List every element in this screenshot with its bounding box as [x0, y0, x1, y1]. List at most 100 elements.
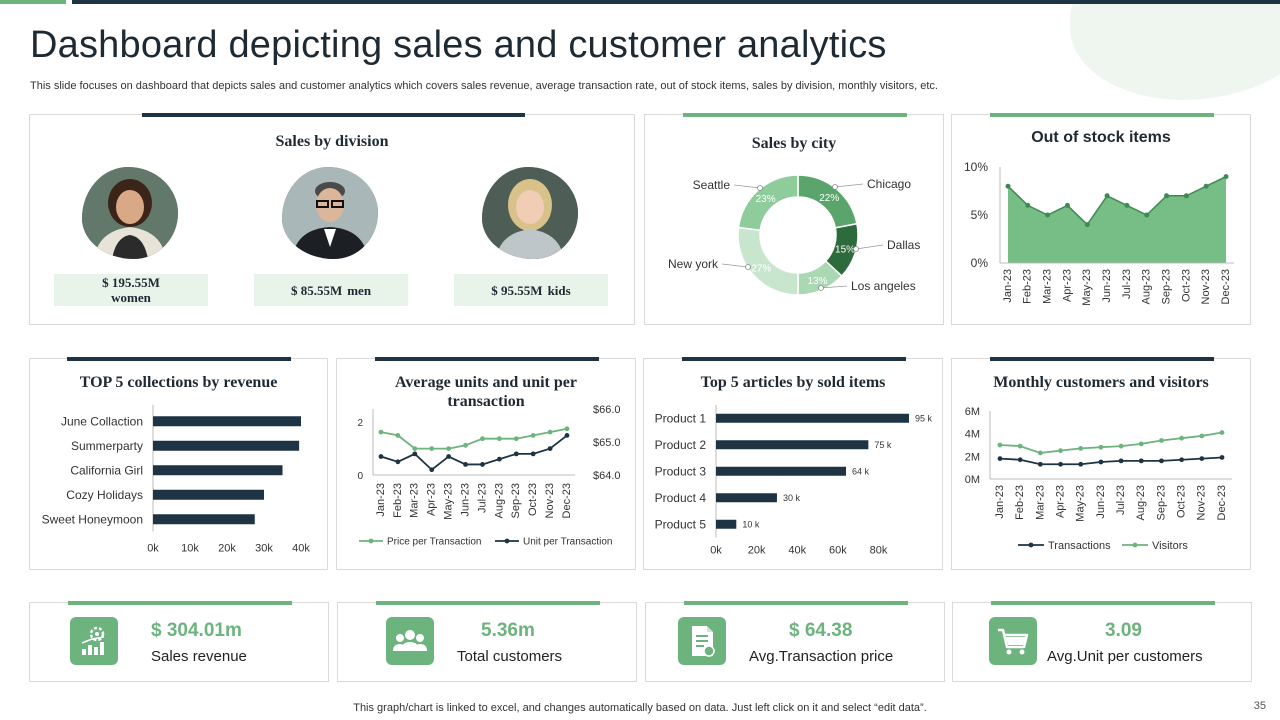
- y-right-tick-label: $65.0: [593, 437, 621, 449]
- series-point: [1037, 461, 1043, 467]
- series-point: [547, 446, 553, 451]
- x-tick-label: Aug-23: [1135, 485, 1147, 520]
- series-point: [1098, 459, 1104, 465]
- x-tick-label: Apr-23: [426, 483, 438, 516]
- revenue-gear-icon: [70, 617, 118, 665]
- bar-category-label: Product 4: [655, 491, 707, 505]
- legend-label: Visitors: [1152, 540, 1188, 552]
- x-tick-label: May-23: [1081, 269, 1093, 306]
- series-point: [997, 456, 1003, 461]
- stock-point: [1064, 202, 1070, 208]
- donut-city-label: Chicago: [867, 177, 911, 191]
- division-kids-label: $ 95.55M kids: [454, 274, 608, 306]
- bar-sweet-honeymoon: [153, 514, 255, 525]
- series-point: [412, 451, 418, 457]
- division-kids-name: kids: [547, 282, 571, 298]
- x-tick-label: Oct-23: [1176, 485, 1188, 518]
- kpi-total-customers-value: 5.36m: [481, 620, 535, 641]
- series-point: [378, 454, 384, 459]
- woman-avatar: [82, 167, 178, 259]
- x-tick-label: Jul-23: [1121, 269, 1133, 299]
- series-point: [1118, 443, 1124, 449]
- x-tick-label: Mar-23: [1034, 485, 1046, 520]
- bar-category-label: Product 5: [655, 517, 707, 531]
- kpi-sales-revenue: $ 304.01m Sales revenue: [29, 601, 329, 682]
- y-tick-label: 4M: [965, 429, 980, 441]
- kid-avatar: [482, 167, 578, 259]
- donut-city-label: Seattle: [693, 178, 731, 192]
- stock-point: [1124, 202, 1130, 208]
- x-tick-label: Apr-23: [1061, 269, 1073, 302]
- kpi-avg-transaction-price-label: Avg.Transaction price: [749, 648, 894, 665]
- y-left-tick-label: 2: [357, 418, 363, 429]
- panel-accent: [67, 357, 291, 361]
- bar-data-label: 75 k: [874, 440, 892, 450]
- series-point: [1118, 458, 1124, 464]
- donut-slice-new-york: [737, 226, 799, 296]
- legend-label: Unit per Transaction: [523, 537, 613, 548]
- stock-point: [1223, 174, 1229, 180]
- donut-city-label: Los angeles: [851, 279, 916, 293]
- series-point: [395, 433, 401, 438]
- series-point: [463, 442, 468, 448]
- legend-marker: [504, 538, 510, 544]
- x-tick-label: 60k: [829, 545, 847, 557]
- donut-leader-dot: [745, 264, 751, 270]
- x-tick-label: 30k: [255, 543, 273, 555]
- bar-category-label: Summerparty: [71, 439, 143, 453]
- x-tick-label: Nov-23: [1200, 269, 1212, 304]
- series-point: [530, 451, 536, 457]
- series-point: [513, 451, 519, 457]
- x-tick-label: 0k: [147, 543, 159, 555]
- division-kids-value: $ 95.55M: [491, 282, 543, 298]
- stock-area-fill: [1008, 176, 1226, 263]
- x-tick-label: Sep-23: [1155, 485, 1167, 520]
- bar-category-label: June Collaction: [61, 414, 143, 428]
- top-accent-dark: [72, 0, 1280, 4]
- series-point: [446, 454, 452, 459]
- series-point: [1199, 456, 1205, 461]
- y-right-tick-label: $66.0: [593, 404, 621, 416]
- top-articles-title: Top 5 articles by sold items: [700, 374, 886, 391]
- series-point: [496, 456, 502, 462]
- division-women-name: women: [111, 290, 151, 305]
- y-left-tick-label: 0: [357, 471, 363, 482]
- series-point: [480, 462, 485, 467]
- top-collections-title: TOP 5 collections by revenue: [79, 374, 278, 391]
- donut-city-label: New york: [668, 257, 719, 271]
- panel-accent: [68, 601, 292, 605]
- legend-marker: [1028, 542, 1034, 548]
- series-point: [429, 467, 435, 473]
- panel-accent: [683, 113, 907, 117]
- bar-data-label: 10 k: [742, 519, 760, 529]
- top-articles-panel: Top 5 articles by sold items Product 1 95…: [643, 357, 943, 570]
- kpi-total-customers-label: Total customers: [457, 648, 563, 665]
- series-point: [378, 429, 384, 435]
- x-tick-label: Aug-23: [493, 483, 505, 518]
- bar-product-1: [716, 413, 909, 423]
- x-tick-label: Sep-23: [510, 483, 522, 518]
- page-number: 35: [1253, 700, 1266, 712]
- division-women-label: $ 195.55M women: [54, 274, 208, 306]
- series-point: [1159, 438, 1164, 443]
- sales-by-city-chart: 22% Chicago 15% Dallas 13% Los angeles 27% New …: [668, 174, 920, 296]
- series-point: [1159, 458, 1164, 464]
- monthly-customers-panel: Monthly customers and visitors 0M 2M 4M 6M J…: [951, 357, 1251, 570]
- donut-slice-seattle: [737, 174, 799, 232]
- x-tick-label: Feb-23: [1022, 269, 1034, 304]
- series-line-visitors: [999, 431, 1223, 454]
- page-title: Dashboard depicting sales and customer a…: [30, 24, 887, 66]
- donut-value-label: 15%: [835, 245, 855, 256]
- series-line-unit-per-transaction: [380, 434, 568, 471]
- stock-point: [1025, 202, 1031, 208]
- x-tick-label: 20k: [218, 543, 236, 555]
- stock-point: [1104, 193, 1110, 199]
- bar-california-girl: [153, 465, 283, 476]
- sales-by-division-title: Sales by division: [275, 133, 389, 150]
- series-point: [1138, 458, 1144, 464]
- x-tick-label: Jan-23: [1002, 269, 1014, 303]
- series-point: [463, 462, 468, 467]
- stock-point: [1203, 183, 1209, 189]
- x-tick-label: Jan-23: [375, 483, 387, 517]
- x-tick-label: Mar-23: [1042, 269, 1054, 304]
